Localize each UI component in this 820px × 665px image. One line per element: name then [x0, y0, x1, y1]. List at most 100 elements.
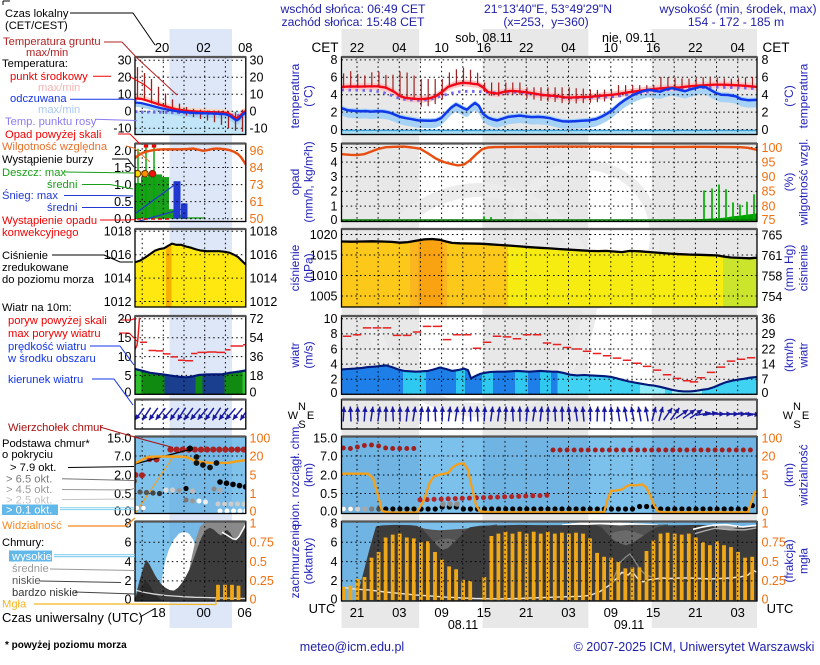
svg-text:8: 8 [331, 516, 338, 530]
svg-text:w środku obszaru: w środku obszaru [7, 353, 96, 365]
svg-text:Śnieg: max: Śnieg: max [2, 189, 58, 202]
svg-text:0: 0 [125, 105, 132, 119]
svg-text:konwekcyjnego: konwekcyjnego [2, 227, 79, 239]
svg-text:00: 00 [196, 605, 210, 620]
svg-text:> 7.9 okt.: > 7.9 okt. [10, 462, 56, 474]
svg-text:15.0: 15.0 [313, 431, 337, 445]
svg-text:ciśnienie: ciśnienie [797, 244, 811, 291]
svg-text:(km): (km) [302, 463, 316, 487]
svg-text:Widzialność: Widzialność [2, 520, 62, 532]
svg-text:* powyżej poziomu morza: * powyżej poziomu morza [5, 640, 127, 651]
svg-text:754: 754 [762, 290, 783, 304]
svg-text:wiatr: wiatr [288, 342, 302, 368]
svg-text:2.0: 2.0 [320, 468, 337, 482]
svg-text:15: 15 [646, 605, 660, 620]
svg-text:N: N [298, 401, 306, 413]
svg-text:Opad powyżej skali: Opad powyżej skali [5, 129, 101, 141]
svg-text:5: 5 [250, 468, 257, 482]
svg-text:zachód słońca: 15:48 CET: zachód słońca: 15:48 CET [282, 15, 426, 29]
svg-text:0.75: 0.75 [250, 536, 274, 550]
svg-text:7: 7 [762, 373, 769, 387]
svg-text:154 - 172 - 185 m: 154 - 172 - 185 m [688, 15, 784, 29]
svg-text:© 2007-2025 ICM, Uniwersytet W: © 2007-2025 ICM, Uniwersytet Warszawski [574, 640, 815, 654]
svg-text:21°13'40"E, 53°49'29"N: 21°13'40"E, 53°49'29"N [484, 2, 612, 16]
svg-text:0: 0 [331, 123, 338, 137]
svg-text:1016: 1016 [250, 248, 278, 262]
svg-text:21: 21 [350, 605, 364, 620]
svg-text:(°C): (°C) [782, 85, 796, 106]
svg-text:2: 2 [331, 373, 338, 387]
svg-text:14: 14 [762, 357, 776, 371]
svg-text:21: 21 [688, 605, 702, 620]
svg-text:(x=253, y=360): (x=253, y=360) [503, 15, 588, 29]
svg-text:10: 10 [324, 312, 338, 326]
svg-text:0: 0 [331, 386, 338, 400]
svg-text:2: 2 [125, 574, 132, 588]
svg-text:5: 5 [125, 369, 132, 383]
svg-text:(hPa): (hPa) [302, 253, 316, 282]
svg-text:7.0: 7.0 [320, 449, 337, 463]
svg-text:4: 4 [331, 357, 338, 371]
svg-text:0: 0 [331, 213, 338, 227]
svg-text:1018: 1018 [104, 225, 132, 239]
svg-text:wysokość (min, środek, max): wysokość (min, środek, max) [658, 2, 816, 16]
svg-text:bardzo niskie: bardzo niskie [12, 587, 78, 599]
svg-text:1: 1 [331, 199, 338, 213]
svg-text:Wiatr na 10m:: Wiatr na 10m: [2, 302, 72, 314]
svg-text:15: 15 [477, 605, 491, 620]
svg-text:do poziomu morza: do poziomu morza [2, 274, 95, 286]
svg-text:(oktanty): (oktanty) [302, 538, 316, 585]
svg-text:22: 22 [350, 40, 364, 55]
svg-text:opad: opad [288, 169, 302, 196]
svg-text:4: 4 [762, 88, 769, 102]
svg-text:61: 61 [250, 195, 264, 209]
svg-text:04: 04 [392, 40, 406, 55]
svg-text:03: 03 [561, 605, 575, 620]
svg-text:02: 02 [196, 40, 210, 55]
svg-text:poryw powyżej skali: poryw powyżej skali [8, 315, 107, 327]
svg-text:Wierzchołek chmur: Wierzchołek chmur [8, 422, 103, 434]
svg-text:6: 6 [762, 71, 769, 85]
svg-text:90: 90 [762, 170, 776, 184]
svg-text:20: 20 [762, 449, 776, 463]
svg-text:Czas uniwersalny (UTC): Czas uniwersalny (UTC) [2, 610, 143, 625]
svg-text:(km/h): (km/h) [782, 338, 796, 372]
svg-text:E: E [307, 410, 314, 422]
svg-text:0.25: 0.25 [250, 574, 274, 588]
svg-text:wilgotność wzgl.: wilgotność wzgl. [797, 139, 811, 227]
svg-text:Ciśnienie: Ciśnienie [2, 250, 48, 262]
svg-text:1: 1 [762, 516, 769, 530]
svg-text:(mm/h, kg/m²h): (mm/h, kg/m²h) [302, 141, 316, 222]
svg-text:wschód słońca: 06:49 CET: wschód słońca: 06:49 CET [280, 2, 427, 16]
svg-text:758: 758 [762, 269, 783, 283]
svg-text:0.5: 0.5 [762, 555, 779, 569]
svg-text:0: 0 [250, 105, 257, 119]
svg-text:CET: CET [312, 40, 339, 55]
svg-text:06: 06 [237, 605, 251, 620]
svg-text:08.11: 08.11 [448, 618, 478, 632]
svg-text:1014: 1014 [104, 271, 132, 285]
svg-text:1: 1 [250, 487, 257, 501]
svg-text:widzialność: widzialność [797, 444, 811, 506]
svg-text:mgła: mgła [797, 548, 811, 574]
svg-text:30: 30 [118, 54, 132, 68]
svg-text:100: 100 [250, 431, 271, 445]
svg-text:1020: 1020 [310, 228, 338, 242]
svg-text:(%): (%) [782, 173, 796, 192]
svg-text:95: 95 [762, 155, 776, 169]
svg-text:100: 100 [762, 141, 783, 155]
svg-text:18: 18 [151, 605, 165, 620]
svg-text:6: 6 [331, 342, 338, 356]
svg-text:Temp. punktu rosy: Temp. punktu rosy [5, 116, 97, 128]
svg-text:zachmurzenie: zachmurzenie [288, 523, 302, 598]
svg-text:UTC: UTC [767, 601, 794, 616]
svg-text:6: 6 [331, 536, 338, 550]
svg-text:22: 22 [688, 40, 702, 55]
svg-text:1: 1 [250, 516, 257, 530]
svg-text:sob, 08.11: sob, 08.11 [455, 31, 513, 45]
svg-text:1005: 1005 [310, 289, 338, 303]
svg-text:W: W [288, 410, 299, 422]
svg-text:Mgła: Mgła [2, 599, 27, 611]
svg-text:5: 5 [331, 141, 338, 155]
svg-text:7.0: 7.0 [114, 449, 131, 463]
